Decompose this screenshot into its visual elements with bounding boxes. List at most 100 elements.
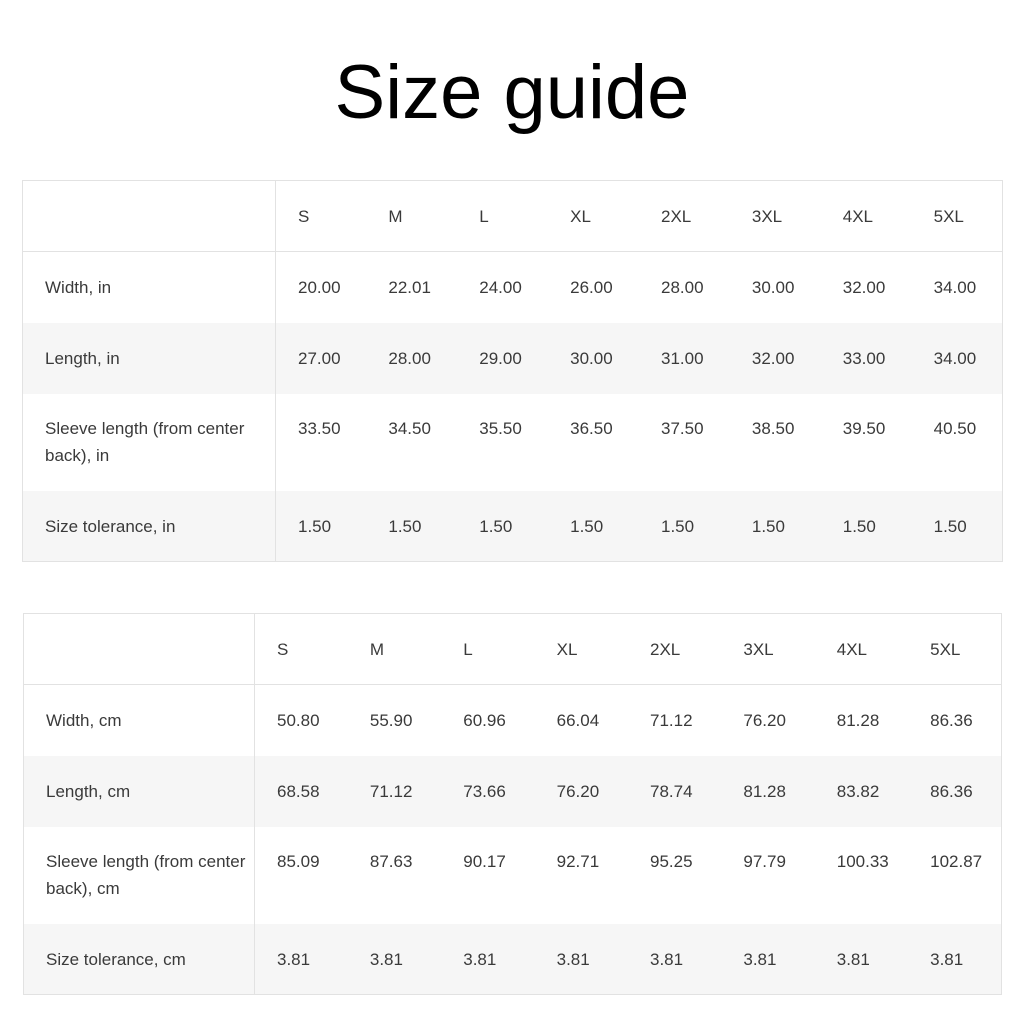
value-cell: 87.63: [369, 851, 413, 871]
size-header: L: [441, 613, 535, 685]
value-cell: 28.00: [366, 322, 458, 394]
value-cell: 95.25: [650, 851, 693, 871]
value-cell: 31.00: [639, 322, 730, 394]
value-cell: 1.50: [729, 490, 821, 562]
value-cell: 38.50: [751, 418, 795, 438]
value-cell: 20.00: [298, 278, 341, 297]
row-label: Length, in: [22, 322, 276, 394]
value-cell: 1.50: [275, 490, 367, 562]
value-cell: 35.50: [479, 418, 522, 438]
value-cell: 102.87: [930, 851, 983, 871]
value-cell: 1.50: [548, 490, 639, 562]
value-cell: 3.81: [814, 923, 909, 995]
value-cell: 73.66: [441, 755, 535, 827]
corner-cell: [23, 613, 255, 685]
table-row: Sleeve length (from center back), cm 85.0…: [23, 826, 1002, 924]
value-cell: 32.00: [729, 322, 821, 394]
value-cell: 71.12: [347, 755, 442, 827]
value-cell: 3.81: [908, 923, 1002, 995]
value-cell: 24.00: [479, 278, 522, 297]
row-label: Sleeve length (from center back), in: [22, 393, 276, 491]
value-cell: 30.00: [548, 322, 639, 394]
value-cell: 3.81: [347, 923, 442, 995]
row-label: Size tolerance, cm: [23, 923, 255, 995]
size-header: 3XL: [721, 613, 815, 685]
value-cell: 3.81: [254, 923, 348, 995]
value-cell: 76.20: [534, 755, 628, 827]
value-cell: 90.17: [463, 851, 506, 871]
value-cell: 1.50: [366, 490, 458, 562]
value-cell: 3.81: [441, 923, 535, 995]
value-cell: 92.71: [556, 851, 600, 871]
size-header: 2XL: [639, 180, 730, 252]
value-cell: 34.00: [933, 278, 977, 297]
size-header: S: [275, 180, 367, 252]
size-header: M: [347, 613, 442, 685]
row-label: Size tolerance, in: [22, 490, 276, 562]
value-cell: 33.50: [298, 418, 341, 438]
header-row: S M L XL 2XL 3XL 4XL 5XL: [23, 613, 1002, 685]
value-cell: 29.00: [457, 322, 549, 394]
table-row: Size tolerance, in 1.50 1.50 1.50 1.50 1.50 1.…: [22, 490, 1003, 562]
size-header: XL: [534, 613, 628, 685]
value-cell: 66.04: [556, 711, 600, 730]
value-cell: 85.09: [277, 851, 320, 871]
size-header: 5XL: [911, 180, 1003, 252]
corner-cell: [22, 180, 276, 252]
value-cell: 32.00: [842, 278, 886, 297]
size-header: S: [254, 613, 348, 685]
value-cell: 40.50: [933, 418, 977, 438]
value-cell: 37.50: [661, 418, 704, 438]
value-cell: 100.33: [836, 851, 889, 871]
value-cell: 83.82: [814, 755, 909, 827]
size-header: 2XL: [628, 613, 722, 685]
table-row: Width, in 20.00 22.01 24.00 26.00 28.00 30.00 3…: [22, 251, 1003, 323]
value-cell: 81.28: [721, 755, 815, 827]
size-header: 4XL: [820, 180, 912, 252]
value-cell: 1.50: [457, 490, 549, 562]
size-header: M: [366, 180, 458, 252]
header-row: S M L XL 2XL 3XL 4XL 5XL: [22, 180, 1003, 252]
table-row: Width, cm 50.80 55.90 60.96 66.04 71.12 76.20 8…: [23, 684, 1002, 756]
value-cell: 1.50: [639, 490, 730, 562]
size-table-inches: S M L XL 2XL 3XL 4XL 5XL Width, in 20.00 22.01 24.0…: [22, 180, 1003, 562]
value-cell: 28.00: [661, 278, 704, 297]
value-cell: 34.00: [911, 322, 1003, 394]
value-cell: 3.81: [721, 923, 815, 995]
size-header: 3XL: [729, 180, 821, 252]
table-row: Size tolerance, cm 3.81 3.81 3.81 3.81 3.81 3.…: [23, 923, 1002, 995]
value-cell: 3.81: [534, 923, 628, 995]
value-cell: 68.58: [254, 755, 348, 827]
value-cell: 39.50: [842, 418, 886, 438]
value-cell: 1.50: [911, 490, 1003, 562]
value-cell: 30.00: [751, 278, 795, 297]
value-cell: 86.36: [908, 755, 1002, 827]
table-row: Length, in 27.00 28.00 29.00 30.00 31.00 32.00…: [22, 322, 1003, 394]
value-cell: 22.01: [388, 278, 431, 297]
value-cell: 60.96: [463, 711, 506, 730]
size-header: L: [457, 180, 549, 252]
value-cell: 86.36: [930, 711, 973, 730]
value-cell: 34.50: [388, 418, 431, 438]
size-header: XL: [548, 180, 639, 252]
table-row: Length, cm 68.58 71.12 73.66 76.20 78.74 81.28…: [23, 755, 1002, 827]
row-label: Sleeve length (from center back), cm: [23, 826, 255, 924]
value-cell: 97.79: [743, 851, 786, 871]
size-table-cm: S M L XL 2XL 3XL 4XL 5XL Width, cm 50.80 55.90 60.9…: [23, 613, 1002, 995]
value-cell: 76.20: [743, 711, 786, 730]
row-label: Width, cm: [23, 684, 255, 756]
value-cell: 71.12: [650, 711, 693, 730]
row-label: Width, in: [22, 251, 276, 323]
page-title: Size guide: [334, 50, 690, 135]
row-label: Length, cm: [23, 755, 255, 827]
value-cell: 36.50: [570, 418, 613, 438]
table-row: Sleeve length (from center back), in 33.5…: [22, 393, 1003, 491]
size-header: 5XL: [908, 613, 1002, 685]
value-cell: 78.74: [628, 755, 722, 827]
value-cell: 33.00: [820, 322, 912, 394]
value-cell: 1.50: [820, 490, 912, 562]
value-cell: 81.28: [836, 711, 880, 730]
size-header: 4XL: [814, 613, 909, 685]
value-cell: 50.80: [277, 711, 320, 730]
value-cell: 3.81: [628, 923, 722, 995]
